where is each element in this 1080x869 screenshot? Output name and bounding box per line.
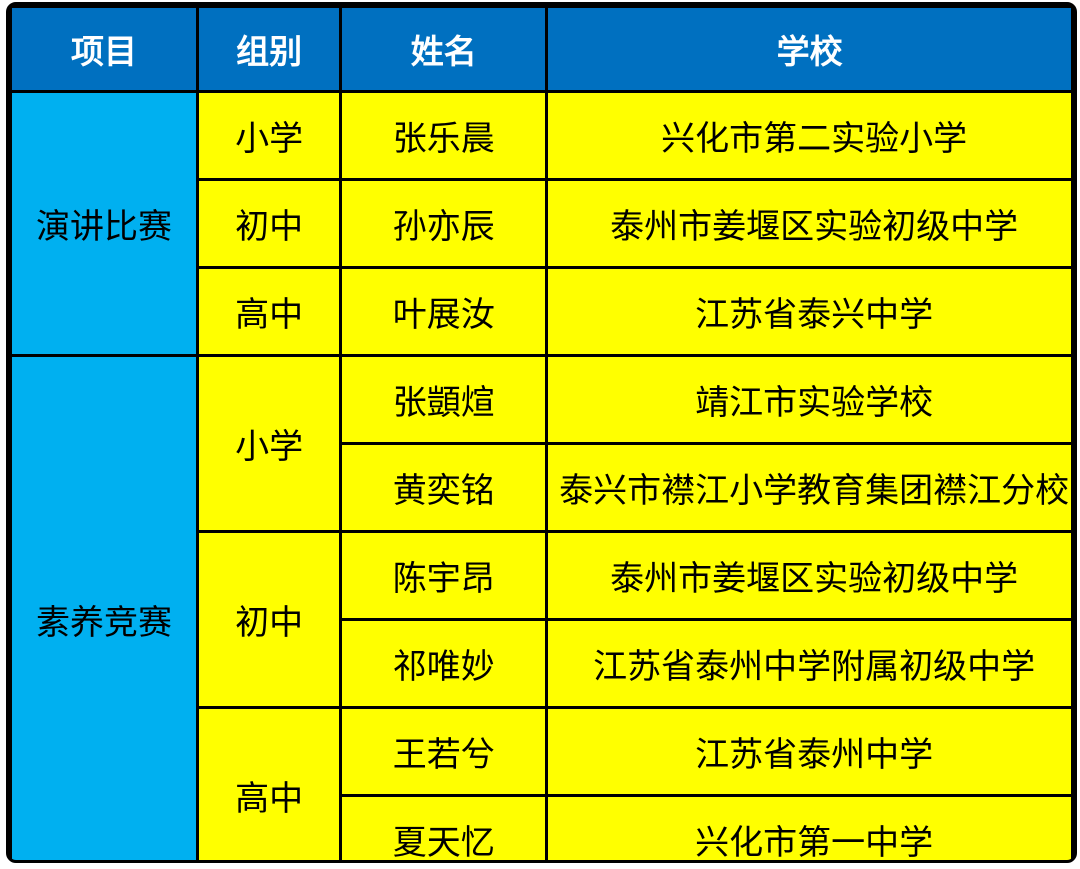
school-cell: 泰兴市襟江小学教育集团襟江分校 bbox=[545, 442, 1074, 533]
school-cell: 江苏省泰州中学 bbox=[545, 706, 1074, 797]
group-cell: 小学 bbox=[195, 90, 343, 181]
name-cell: 叶展汝 bbox=[339, 266, 549, 357]
table-header-row: 项目 组别 姓名 学校 bbox=[9, 5, 1074, 93]
group-cell: 初中 bbox=[195, 530, 343, 709]
name-cell: 孙亦辰 bbox=[339, 178, 549, 269]
group-cell: 高中 bbox=[195, 706, 343, 860]
name-cell: 王若兮 bbox=[339, 706, 549, 797]
header-name: 姓名 bbox=[339, 5, 549, 93]
table-row: 初中 陈宇昂 泰州市姜堰区实验初级中学 bbox=[11, 530, 1074, 709]
group-cell: 初中 bbox=[195, 178, 343, 269]
name-cell: 黄奕铭 bbox=[339, 442, 549, 533]
group-cell: 小学 bbox=[195, 354, 343, 533]
header-project: 项目 bbox=[9, 5, 199, 93]
school-cell: 兴化市第一中学 bbox=[545, 794, 1074, 860]
table-row: 祁唯妙 江苏省泰州中学附属初级中学 bbox=[11, 618, 1074, 709]
table-row: 初中 孙亦辰 泰州市姜堰区实验初级中学 bbox=[11, 178, 1074, 269]
school-cell: 泰州市姜堰区实验初级中学 bbox=[545, 530, 1074, 621]
header-school: 学校 bbox=[545, 5, 1074, 93]
name-cell: 张乐晨 bbox=[339, 90, 549, 181]
table-row: 黄奕铭 泰兴市襟江小学教育集团襟江分校 bbox=[11, 442, 1074, 533]
results-table-container: 项目 组别 姓名 学校 演讲比赛 小学 张乐晨 兴化市第二实验小学 初中 孙亦辰 泰州市姜堰… bbox=[6, 2, 1077, 863]
school-cell: 靖江市实验学校 bbox=[545, 354, 1074, 445]
name-cell: 夏天忆 bbox=[339, 794, 549, 860]
school-cell: 江苏省泰州中学附属初级中学 bbox=[545, 618, 1074, 709]
name-cell: 祁唯妙 bbox=[339, 618, 549, 709]
name-cell: 张顗煊 bbox=[339, 354, 549, 445]
group-cell: 高中 bbox=[195, 266, 343, 357]
name-cell: 陈宇昂 bbox=[339, 530, 549, 621]
table-row: 素养竞赛 小学 张顗煊 靖江市实验学校 bbox=[9, 354, 1074, 860]
table-body: 演讲比赛 小学 张乐晨 兴化市第二实验小学 初中 孙亦辰 泰州市姜堰区实验初级中学 高中 叶展汝… bbox=[9, 90, 1074, 860]
school-cell: 江苏省泰兴中学 bbox=[545, 266, 1074, 357]
results-table: 项目 组别 姓名 学校 演讲比赛 小学 张乐晨 兴化市第二实验小学 初中 孙亦辰 泰州市姜堰… bbox=[9, 5, 1074, 860]
table-row: 高中 王若兮 江苏省泰州中学 bbox=[11, 706, 1074, 860]
school-cell: 泰州市姜堰区实验初级中学 bbox=[545, 178, 1074, 269]
table-row: 高中 叶展汝 江苏省泰兴中学 bbox=[11, 266, 1074, 357]
project-cell: 素养竞赛 bbox=[9, 354, 199, 860]
table-row: 夏天忆 兴化市第一中学 bbox=[11, 794, 1074, 860]
table-row: 演讲比赛 小学 张乐晨 兴化市第二实验小学 bbox=[9, 90, 1074, 357]
school-cell: 兴化市第二实验小学 bbox=[545, 90, 1074, 181]
header-group: 组别 bbox=[195, 5, 343, 93]
project-cell: 演讲比赛 bbox=[9, 90, 199, 357]
